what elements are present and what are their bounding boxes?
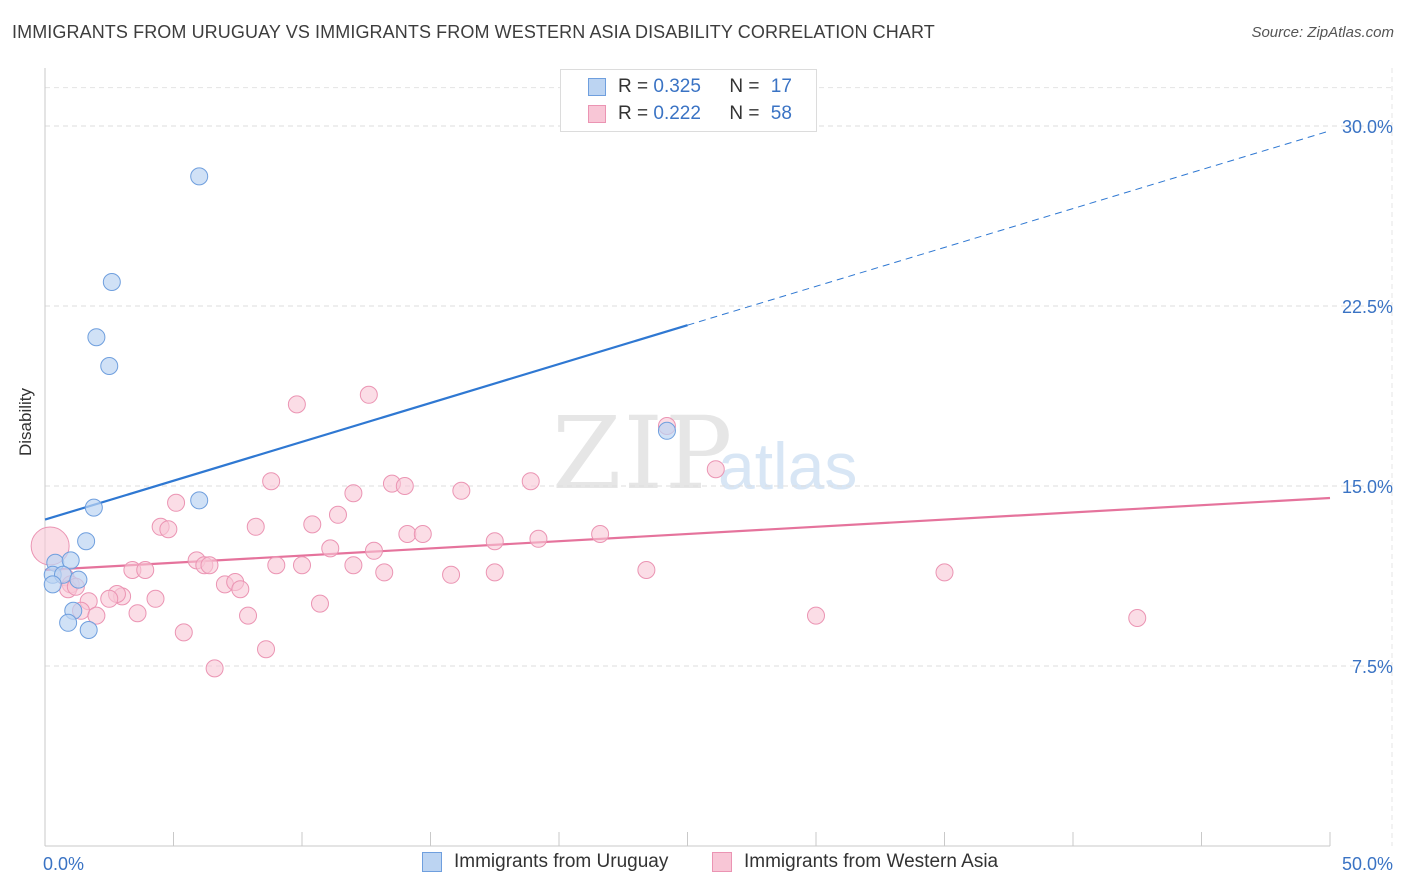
point-western-asia [637,561,656,579]
legend-r-label: R = [618,76,654,97]
point-western-asia [293,556,311,575]
point-uruguay [61,551,80,570]
point-western-asia [87,606,106,625]
point-western-asia [413,525,432,543]
point-western-asia [146,589,165,608]
watermark-atlas: atlas [718,429,858,503]
series-swatch-uruguay [422,852,442,872]
y-tick-label: 22.5% [1342,297,1393,317]
point-western-asia [310,594,329,613]
legend-n-label: N = [729,76,765,97]
series-swatch-western-asia [712,852,732,872]
axes [44,68,1331,847]
trend-lines [44,130,1331,572]
data-points [30,167,1147,678]
point-western-asia [364,541,383,560]
chart-title: IMMIGRANTS FROM URUGUAY VS IMMIGRANTS FR… [12,22,935,42]
point-western-asia [442,565,461,584]
series-legend-uruguay[interactable]: Immigrants from Uruguay [422,851,668,873]
point-western-asia [521,472,540,491]
gridlines [45,68,1393,846]
y-tick-label: 7.5% [1352,657,1393,677]
x-tick-label-max: 50.0% [1342,854,1393,874]
point-western-asia [485,563,504,582]
point-western-asia [159,520,178,539]
point-western-asia [359,385,378,404]
legend-r-value: 0.325 [653,76,701,97]
point-western-asia [375,563,394,582]
point-western-asia [287,395,306,414]
point-uruguay [102,273,121,291]
point-uruguay [79,621,98,639]
stats-legend: R = 0.325 N = 17 R = 0.222 N = 58 [560,69,817,132]
point-western-asia [344,484,363,503]
point-western-asia [246,517,265,536]
point-western-asia [706,460,725,479]
y-tick-label: 30.0% [1342,117,1393,137]
point-western-asia [398,525,417,543]
point-western-asia [591,525,610,543]
point-western-asia [1128,609,1147,627]
legend-row-uruguay: R = 0.325 N = 17 [561,74,792,100]
point-western-asia [452,481,471,500]
point-uruguay [190,167,209,186]
source-label: Source: ZipAtlas.com [1251,24,1394,41]
trend-line-western-asia [44,496,1331,572]
point-western-asia [128,604,147,623]
point-western-asia [529,529,548,548]
point-western-asia [136,561,155,579]
point-western-asia [257,640,276,659]
point-western-asia [267,556,286,575]
x-tick-label-min: 0.0% [43,854,84,874]
point-western-asia [935,563,954,582]
series-legend: Immigrants from Uruguay Immigrants from … [0,851,1406,879]
legend-row-western-asia: R = 0.222 N = 58 [561,101,792,127]
point-western-asia [239,606,258,625]
y-axis-label: Disability [16,387,35,456]
point-western-asia [395,477,414,495]
point-western-asia [231,580,250,599]
point-uruguay [43,575,62,594]
legend-n-value: 17 [770,76,792,97]
point-western-asia [100,589,119,608]
legend-swatch-uruguay [588,78,606,96]
point-western-asia [167,493,186,512]
point-uruguay [87,328,106,347]
point-uruguay [84,498,103,517]
point-western-asia [262,472,281,491]
point-western-asia [321,539,340,558]
point-western-asia [200,556,219,575]
legend-swatch-western-asia [588,105,606,123]
point-western-asia [807,606,825,625]
point-uruguay [190,491,209,510]
legend-n-label: N = [729,103,765,124]
point-uruguay [69,570,88,589]
point-western-asia [174,623,193,642]
point-western-asia [303,515,322,534]
tick-labels: 7.5% 15.0% 22.5% 30.0% 0.0% 50.0% [43,117,1393,874]
point-western-asia [485,532,504,551]
point-western-asia [328,505,347,524]
trend-line-uruguay [44,324,688,521]
legend-r-label: R = [618,103,654,124]
legend-n-value: 58 [770,103,792,124]
series-label-uruguay: Immigrants from Uruguay [454,851,669,872]
trend-line-uruguay-extension [687,130,1331,326]
point-uruguay [657,421,676,440]
series-label-western-asia: Immigrants from Western Asia [744,851,999,872]
point-uruguay [100,357,119,375]
series-legend-western-asia[interactable]: Immigrants from Western Asia [712,851,998,873]
point-western-asia [344,556,363,575]
point-uruguay [59,613,78,632]
y-tick-label: 15.0% [1342,477,1393,497]
point-western-asia [205,659,224,678]
watermark-zip: ZIP [552,395,735,512]
legend-r-value: 0.222 [653,103,701,124]
point-uruguay [77,532,96,551]
